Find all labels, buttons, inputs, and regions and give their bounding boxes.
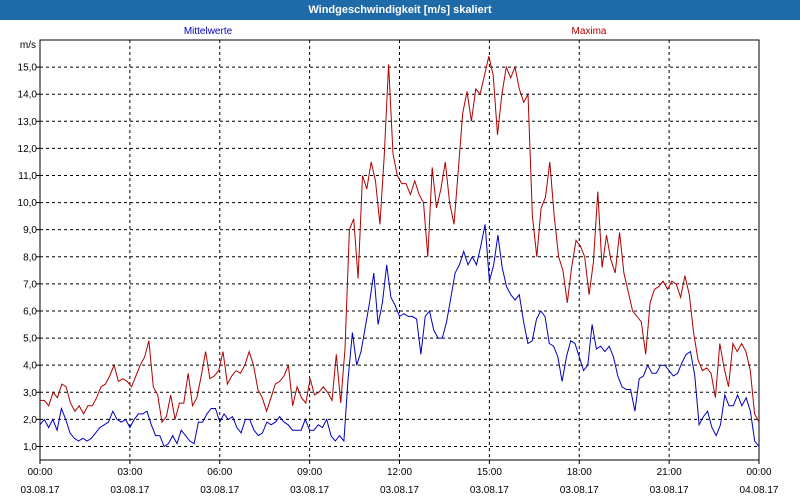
x-tick-date: 04.08.17 bbox=[740, 485, 779, 496]
x-tick-time: 00:00 bbox=[27, 467, 52, 478]
y-tick-label: 12,0 bbox=[18, 144, 38, 155]
y-tick-label: 8,0 bbox=[23, 252, 37, 263]
x-tick-date: 03.08.17 bbox=[650, 485, 689, 496]
y-tick-label: 2,0 bbox=[23, 415, 37, 426]
x-tick-time: 21:00 bbox=[657, 467, 682, 478]
y-tick-label: 3,0 bbox=[23, 388, 37, 399]
y-tick-label: 15,0 bbox=[18, 63, 38, 74]
x-tick-time: 09:00 bbox=[297, 467, 322, 478]
y-axis: 1,0 2,0 3,0 4,0 5,0 6,0 7,0 8,0 9,0 10,0 11,0 12,0 1… bbox=[18, 63, 40, 453]
y-tick-label: 10,0 bbox=[18, 198, 38, 209]
y-tick-label: 4,0 bbox=[23, 361, 37, 372]
x-tick-date: 03.08.17 bbox=[560, 485, 599, 496]
y-tick-label: 14,0 bbox=[18, 90, 38, 101]
legend-maxima: Maxima bbox=[571, 26, 606, 37]
x-tick-date: 03.08.17 bbox=[110, 485, 149, 496]
x-tick-time: 12:00 bbox=[387, 467, 412, 478]
x-tick-time: 15:00 bbox=[477, 467, 502, 478]
series-line-maxima bbox=[40, 56, 760, 424]
x-tick-time: 03:00 bbox=[117, 467, 142, 478]
series-layer bbox=[39, 56, 760, 448]
y-tick-label: 9,0 bbox=[23, 225, 37, 236]
y-tick-label: 13,0 bbox=[18, 117, 38, 128]
y-tick-label: 1,0 bbox=[23, 442, 37, 453]
y-tick-label: 6,0 bbox=[23, 306, 37, 317]
x-tick-date: 03.08.17 bbox=[290, 485, 329, 496]
y-tick-label: 11,0 bbox=[18, 171, 37, 182]
x-tick-date: 03.08.17 bbox=[21, 485, 60, 496]
series-line-mittelwerte bbox=[39, 224, 760, 448]
x-tick-time: 06:00 bbox=[207, 467, 232, 478]
x-axis: 00:00 03.08.17 03:00 03.08.17 06:00 03.08.17 0… bbox=[21, 460, 779, 496]
y-tick-label: 7,0 bbox=[23, 279, 37, 290]
chart-title: Windgeschwindigkeit [m/s] skaliert bbox=[0, 0, 800, 20]
grid bbox=[40, 40, 759, 460]
x-tick-date: 03.08.17 bbox=[470, 485, 509, 496]
x-tick-time: 00:00 bbox=[746, 467, 771, 478]
legend-mittelwerte: Mittelwerte bbox=[184, 26, 233, 37]
y-tick-label: 5,0 bbox=[23, 334, 37, 345]
wind-speed-chart: 1,0 2,0 3,0 4,0 5,0 6,0 7,0 8,0 9,0 10,0 11,0 12,0 1… bbox=[18, 26, 779, 496]
x-tick-time: 18:00 bbox=[567, 467, 592, 478]
x-tick-date: 03.08.17 bbox=[200, 485, 239, 496]
x-tick-date: 03.08.17 bbox=[380, 485, 419, 496]
y-axis-unit: m/s bbox=[20, 40, 36, 51]
